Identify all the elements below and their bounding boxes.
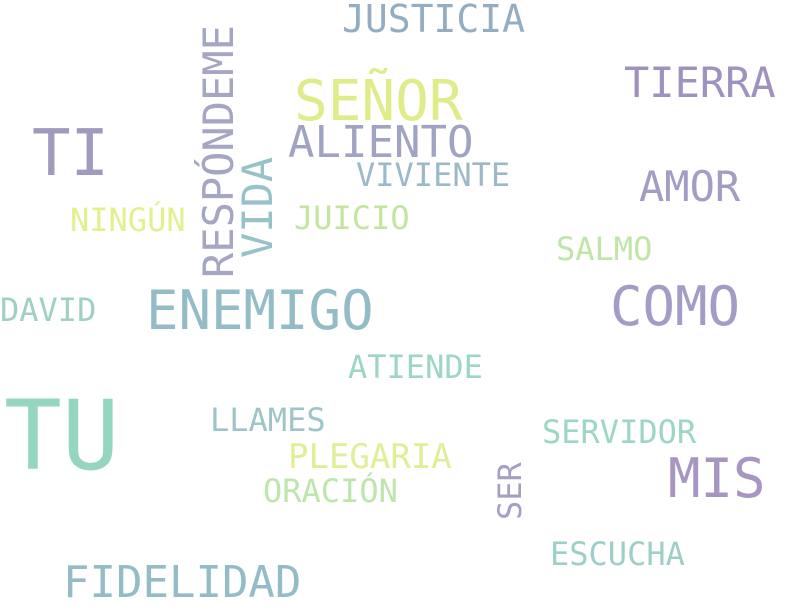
word-plegaria: PLEGARIA <box>288 437 452 477</box>
word-ningun: NINGÚN <box>70 201 186 239</box>
word-llames: LLAMES <box>210 401 326 439</box>
word-oracion: ORACIÓN <box>263 472 398 510</box>
word-justicia: JUSTICIA <box>342 0 526 41</box>
word-aliento: ALIENTO <box>288 117 474 168</box>
word-enemigo: ENEMIGO <box>146 279 374 342</box>
word-ti: TI <box>32 117 110 191</box>
word-amor: AMOR <box>639 162 741 211</box>
word-ser: SER <box>491 462 529 520</box>
word-salmo: SALMO <box>556 230 653 268</box>
word-escucha: ESCUCHA <box>550 535 685 573</box>
word-tu: TU <box>4 380 120 492</box>
word-atiende: ATIENDE <box>348 348 483 386</box>
word-viviente: VIVIENTE <box>356 156 511 194</box>
word-juicio: JUICIO <box>294 199 410 237</box>
word-vida: VIDA <box>233 156 282 258</box>
word-david: DAVID <box>0 291 97 329</box>
word-fidelidad: FIDELIDAD <box>63 557 302 608</box>
word-servidor: SERVIDOR <box>542 413 697 451</box>
word-como: COMO <box>610 275 741 338</box>
word-tierra: TIERRA <box>624 58 776 107</box>
word-senor: SEÑOR <box>294 69 463 134</box>
word-mis: MIS <box>668 447 766 510</box>
